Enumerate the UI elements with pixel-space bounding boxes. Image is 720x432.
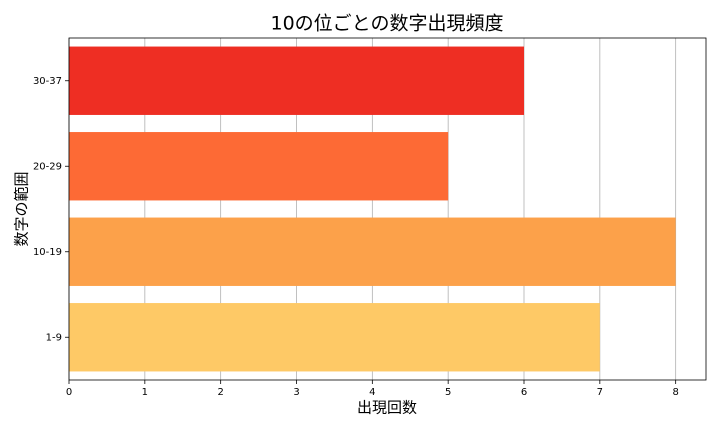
x-tick-label: 4 [369, 387, 375, 398]
x-tick-label: 2 [217, 387, 223, 398]
y-tick-label: 10-19 [33, 247, 62, 258]
bar [69, 46, 524, 115]
plot-frame [68, 37, 707, 381]
bar [69, 303, 600, 372]
bar [69, 217, 676, 286]
x-tick-label: 3 [293, 387, 299, 398]
y-tick-label: 20-29 [33, 161, 62, 172]
x-axis-label: 出現回数 [357, 399, 417, 417]
x-tick-label: 8 [672, 387, 678, 398]
x-tick-label: 1 [142, 387, 148, 398]
x-tick-label: 5 [445, 387, 451, 398]
x-tick-label: 6 [521, 387, 527, 398]
y-axis-label: 数字の範囲 [13, 171, 31, 246]
y-tick-label: 30-37 [33, 76, 62, 87]
x-tick-label: 7 [597, 387, 603, 398]
chart-title: 10の位ごとの数字出現頻度 [271, 13, 504, 35]
x-tick-label: 0 [66, 387, 72, 398]
y-tick-label: 1-9 [46, 332, 62, 343]
bar [69, 132, 449, 201]
